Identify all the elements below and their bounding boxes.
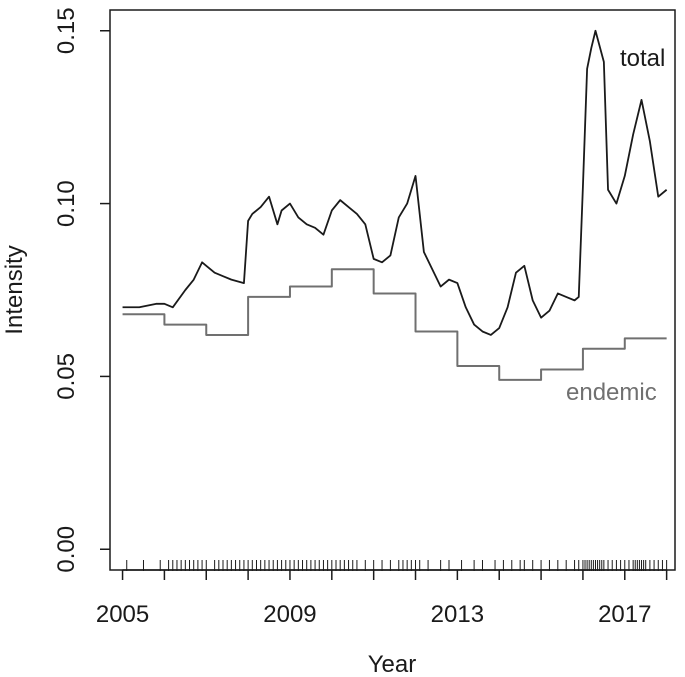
series-label-total: total	[620, 45, 665, 72]
series-label-endemic: endemic	[566, 379, 657, 406]
event-rug	[126, 560, 668, 571]
y-tick-label-0: 0.00	[53, 526, 80, 573]
x-axis-title: Year	[368, 651, 417, 677]
y-tick-label-2: 0.10	[53, 180, 80, 227]
series-line-endemic	[122, 268, 667, 381]
x-tick-label-2: 2013	[431, 601, 484, 628]
x-tick-label-1: 2009	[263, 601, 316, 628]
y-tick-label-3: 0.15	[53, 7, 80, 54]
series-line-total	[122, 29, 668, 336]
y-tick-label-1: 0.05	[53, 353, 80, 400]
series-labels: total endemic	[566, 45, 665, 406]
x-tick-label-0: 2005	[96, 601, 149, 628]
x-axis: 2005 2009 2013 2017	[96, 569, 668, 628]
series-lines	[122, 29, 668, 381]
y-axis: 0.00 0.05 0.10 0.15	[53, 7, 110, 573]
x-tick-label-3: 2017	[598, 601, 651, 628]
y-axis-title: Intensity	[1, 245, 28, 334]
